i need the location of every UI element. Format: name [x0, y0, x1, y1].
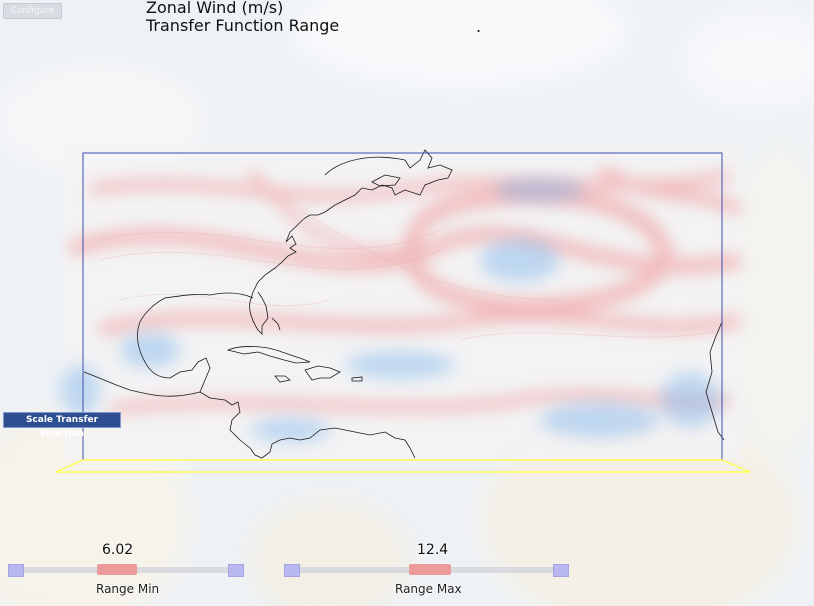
range-max-value: 12.4	[417, 542, 449, 558]
range-max-left-handle[interactable]	[284, 564, 300, 577]
range-max-label: Range Max	[395, 582, 462, 596]
scale-transfer-function-button[interactable]: Scale Transfer Function	[3, 412, 121, 439]
volume-bounding-box	[55, 152, 751, 473]
range-max-thumb[interactable]	[409, 564, 451, 575]
range-min-label: Range Min	[96, 582, 160, 596]
range-max-right-handle[interactable]	[553, 564, 569, 577]
range-min-value: 6.02	[102, 542, 134, 558]
range-min-thumb[interactable]	[97, 564, 137, 575]
transfer-function-range-label: Transfer Function Range	[146, 16, 340, 35]
wind-volume	[60, 145, 743, 460]
variable-title: Zonal Wind (m/s)	[146, 0, 284, 17]
range-min-left-handle[interactable]	[8, 564, 24, 577]
range-min-right-handle[interactable]	[228, 564, 244, 577]
configure-button[interactable]: Configure	[3, 3, 62, 19]
coastline-map	[83, 149, 725, 459]
range-indicator-dot: .	[476, 17, 482, 36]
